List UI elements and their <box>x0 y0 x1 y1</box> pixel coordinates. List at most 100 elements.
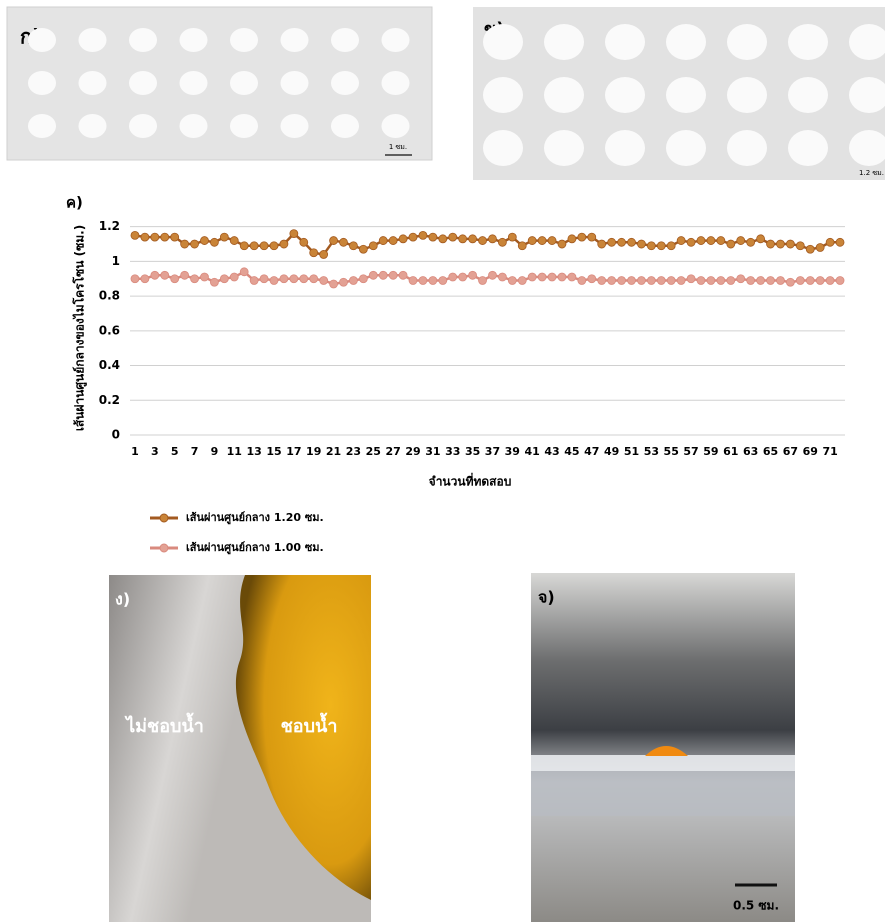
x-tick-label: 29 <box>405 445 420 458</box>
point <box>717 276 725 284</box>
point <box>220 275 228 283</box>
point <box>806 245 814 253</box>
point <box>767 276 775 284</box>
scale-label: 1 ซม. <box>389 143 407 151</box>
well <box>382 28 410 52</box>
well <box>331 114 359 138</box>
point <box>608 276 616 284</box>
y-tick-label: 0.2 <box>99 393 120 407</box>
point <box>826 238 834 246</box>
point <box>618 276 626 284</box>
point <box>290 230 298 238</box>
point <box>498 238 506 246</box>
x-tick-label: 17 <box>286 445 301 458</box>
well <box>281 114 309 138</box>
point <box>250 242 258 250</box>
point <box>767 240 775 248</box>
point <box>469 271 477 279</box>
plot: 00.20.40.60.811.213579111315171921232527… <box>99 219 845 555</box>
x-tick-label: 7 <box>191 445 199 458</box>
point <box>340 278 348 286</box>
point <box>627 238 635 246</box>
y-tick-label: 0.8 <box>99 289 120 303</box>
point <box>181 271 189 279</box>
point <box>558 273 566 281</box>
well <box>79 71 107 95</box>
x-tick-label: 57 <box>683 445 698 458</box>
point <box>786 240 794 248</box>
legend-marker <box>160 514 168 522</box>
well <box>230 28 258 52</box>
point <box>359 245 367 253</box>
x-tick-label: 27 <box>386 445 401 458</box>
x-tick-label: 63 <box>743 445 758 458</box>
point <box>330 280 338 288</box>
well <box>382 114 410 138</box>
point <box>171 275 179 283</box>
point <box>538 273 546 281</box>
scale-label: 1.2 ซม. <box>859 169 884 177</box>
point <box>379 237 387 245</box>
point <box>300 275 308 283</box>
well <box>180 71 208 95</box>
x-tick-label: 71 <box>822 445 837 458</box>
point <box>647 276 655 284</box>
point <box>290 275 298 283</box>
point <box>707 237 715 245</box>
point <box>210 278 218 286</box>
point <box>200 273 208 281</box>
point <box>757 235 765 243</box>
well <box>79 28 107 52</box>
point <box>270 276 278 284</box>
well <box>129 71 157 95</box>
point <box>588 233 596 241</box>
x-tick-label: 13 <box>246 445 261 458</box>
well <box>544 77 584 113</box>
x-tick-label: 39 <box>505 445 520 458</box>
point <box>637 276 645 284</box>
well <box>129 114 157 138</box>
well <box>230 71 258 95</box>
well <box>28 28 56 52</box>
point <box>409 276 417 284</box>
well <box>605 77 645 113</box>
panel-label: จ) <box>538 588 555 607</box>
point <box>697 276 705 284</box>
point <box>508 233 516 241</box>
point <box>459 235 467 243</box>
point <box>677 276 685 284</box>
well <box>727 130 767 166</box>
point <box>330 237 338 245</box>
point <box>161 271 169 279</box>
x-tick-label: 55 <box>664 445 679 458</box>
point <box>369 271 377 279</box>
point <box>647 242 655 250</box>
well <box>788 24 828 60</box>
point <box>657 276 665 284</box>
point <box>568 235 576 243</box>
point <box>707 276 715 284</box>
well <box>281 28 309 52</box>
point <box>349 242 357 250</box>
photo-text: ไม่ชอบน้ำ <box>124 712 204 737</box>
legend-label: เส้นผ่านศูนย์กลาง 1.00 ซม. <box>186 541 324 555</box>
point <box>141 275 149 283</box>
point <box>488 271 496 279</box>
y-tick-label: 0 <box>112 428 120 442</box>
point <box>340 238 348 246</box>
point <box>667 242 675 250</box>
x-tick-label: 51 <box>624 445 639 458</box>
point <box>627 276 635 284</box>
x-tick-label: 61 <box>723 445 738 458</box>
y-axis-title: เส้นผ่านศูนย์กลางของไมโครโซน (ซม.) <box>72 225 88 431</box>
point <box>528 237 536 245</box>
point <box>826 276 834 284</box>
point <box>598 276 606 284</box>
point <box>399 271 407 279</box>
well <box>666 130 706 166</box>
page: {"panels": { "a": {"label": "ก)", "scale… <box>0 0 885 922</box>
point <box>488 235 496 243</box>
point <box>310 249 318 257</box>
x-tick-label: 21 <box>326 445 341 458</box>
well <box>544 130 584 166</box>
